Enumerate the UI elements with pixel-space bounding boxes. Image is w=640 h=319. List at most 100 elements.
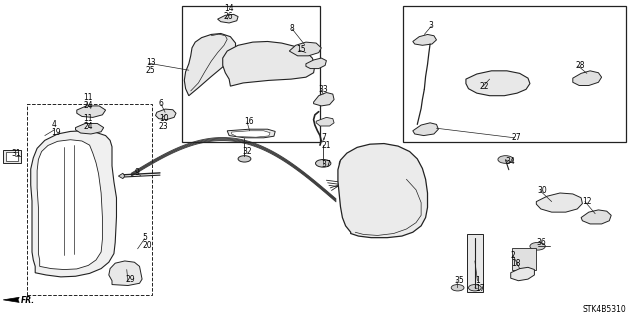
Circle shape [346,216,369,227]
Text: FR.: FR. [21,296,35,305]
Text: 8: 8 [290,25,294,33]
Circle shape [316,160,331,167]
Text: 21: 21 [321,141,331,150]
Polygon shape [76,123,104,134]
Polygon shape [227,129,275,138]
Polygon shape [581,210,611,224]
Text: 37: 37 [321,160,331,169]
Polygon shape [316,117,334,126]
Text: 35: 35 [454,276,464,285]
Polygon shape [118,173,125,179]
Text: 24: 24 [83,122,93,131]
Bar [3,150,21,163]
Text: 7: 7 [321,133,326,142]
Circle shape [285,62,304,72]
Text: 2: 2 [511,251,515,260]
Text: 32: 32 [242,147,252,156]
Polygon shape [223,41,315,86]
Polygon shape [232,131,270,137]
Circle shape [498,156,513,163]
Text: 20: 20 [142,241,152,250]
Text: 15: 15 [296,45,306,54]
Polygon shape [37,140,102,270]
Polygon shape [413,34,436,45]
Text: 6: 6 [159,100,164,108]
Text: 30: 30 [538,186,547,195]
Circle shape [362,182,401,201]
Polygon shape [413,123,438,136]
Text: 23: 23 [159,122,168,131]
Circle shape [253,54,285,70]
Polygon shape [184,33,236,96]
Text: 36: 36 [536,238,546,247]
Text: 24: 24 [83,101,93,110]
Bar [182,6,320,142]
Polygon shape [3,297,19,302]
Circle shape [86,108,96,114]
Bar [403,6,626,142]
Circle shape [419,37,430,43]
Circle shape [530,242,545,250]
Circle shape [451,285,464,291]
Circle shape [311,61,321,66]
Polygon shape [314,93,334,106]
Circle shape [490,79,506,87]
Polygon shape [156,109,176,120]
Circle shape [547,197,570,208]
Circle shape [468,285,481,291]
Text: STK4B5310: STK4B5310 [582,305,626,314]
Circle shape [161,112,170,116]
Text: 28: 28 [576,61,586,70]
Bar [467,234,483,292]
Circle shape [238,156,251,162]
Text: 34: 34 [506,157,515,166]
Polygon shape [466,71,530,96]
Text: 11: 11 [83,93,93,102]
Circle shape [482,75,514,91]
Polygon shape [338,144,428,238]
Bar [512,248,536,270]
Circle shape [589,214,602,220]
Text: 10: 10 [159,114,168,123]
Text: 22: 22 [480,82,490,91]
Bar [27,104,152,295]
Circle shape [236,54,251,62]
Polygon shape [511,267,534,281]
Circle shape [339,158,362,169]
Circle shape [400,159,419,168]
Text: 4: 4 [51,120,56,129]
Polygon shape [109,261,142,286]
Text: 12: 12 [582,197,592,206]
Circle shape [346,174,417,209]
Text: 18: 18 [511,259,520,268]
Circle shape [566,198,579,204]
Polygon shape [31,131,116,277]
Text: 33: 33 [319,85,328,94]
Text: 16: 16 [244,117,254,126]
Polygon shape [306,58,326,69]
Text: 14: 14 [224,4,234,13]
Text: 1: 1 [475,276,479,285]
Circle shape [223,16,232,21]
Text: 5: 5 [142,234,147,242]
Text: 11: 11 [83,114,93,123]
Polygon shape [77,106,106,117]
Circle shape [297,45,312,53]
Text: 29: 29 [125,275,135,284]
Text: 17: 17 [475,284,484,293]
Bar [6,152,18,161]
Circle shape [580,75,593,81]
Text: 27: 27 [512,133,522,142]
Polygon shape [573,71,602,85]
Polygon shape [289,42,321,56]
Text: 26: 26 [224,12,234,21]
Text: 25: 25 [146,66,156,75]
Text: 9: 9 [134,168,140,177]
Circle shape [399,217,418,226]
Polygon shape [218,14,238,23]
Text: 19: 19 [51,128,61,137]
Polygon shape [536,193,582,212]
Circle shape [261,58,276,66]
Text: 3: 3 [429,21,434,30]
Text: 13: 13 [146,58,156,67]
